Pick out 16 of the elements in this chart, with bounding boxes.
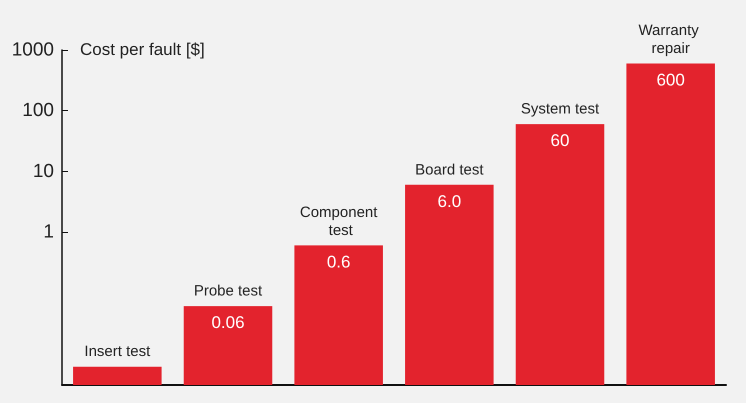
x-tick-label: Component test (300, 204, 378, 239)
data-label: 60 (550, 131, 570, 150)
x-tick-label: Probe test (194, 282, 264, 300)
y-tick-label: 1000 (12, 40, 54, 60)
x-tick-label: Insert test (84, 343, 152, 360)
x-tick-label: System test (520, 100, 600, 118)
y-tick-label: 1 (43, 221, 54, 242)
data-label: 0.06 (211, 313, 245, 332)
data-label: 600 (656, 70, 685, 90)
y-tick-label: 10 (32, 160, 54, 182)
y-tick-label: 100 (22, 100, 54, 122)
data-label: 6.0 (438, 192, 462, 211)
x-tick-label: Warranty repair (638, 22, 703, 57)
x-tick-label: Board test (415, 161, 484, 178)
y-axis-title: Cost per fault [$] (80, 40, 205, 59)
data-label: 0.6 (326, 252, 350, 272)
